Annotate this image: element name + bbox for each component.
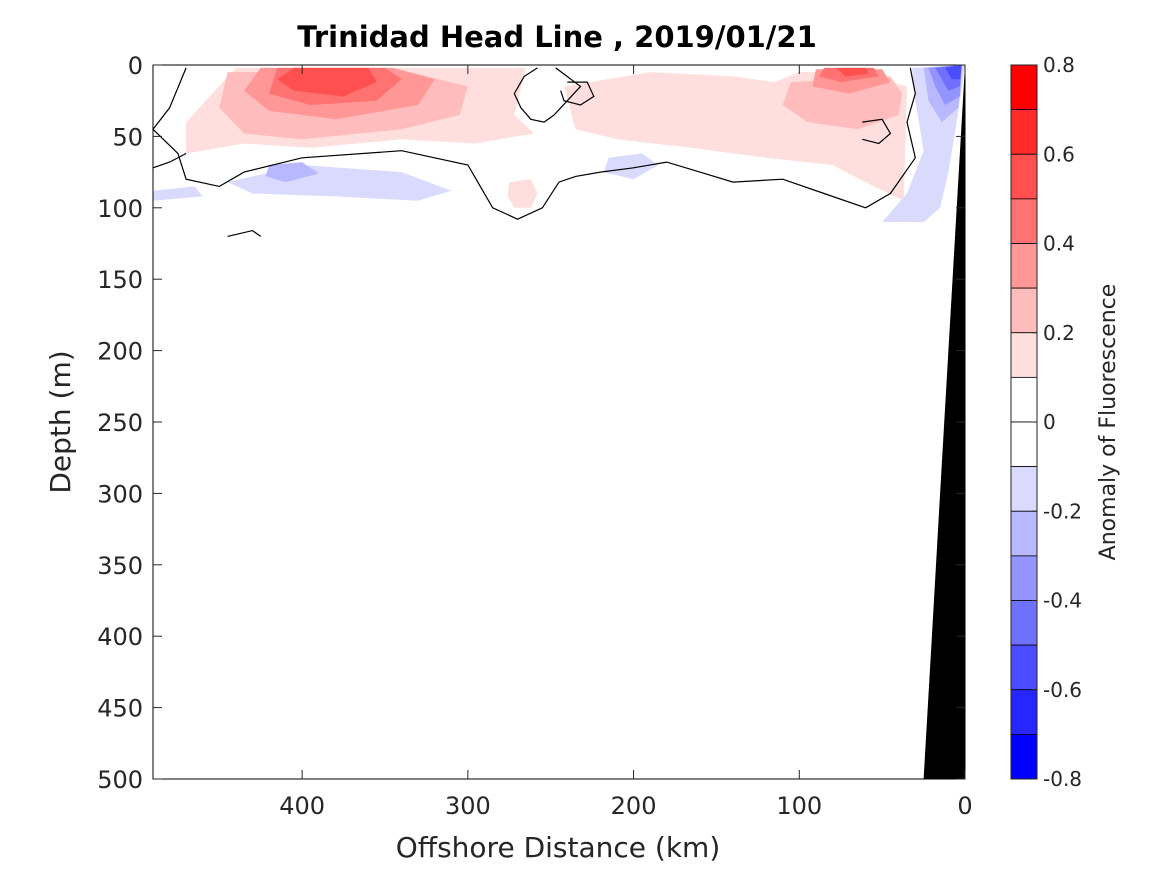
colorbar-tick-label: -0.8 — [1043, 767, 1082, 791]
zero-contour-west-stub — [152, 152, 187, 169]
y-tick-label: 500 — [97, 766, 143, 794]
chart-title: Trinidad Head Line , 2019/01/21 — [297, 20, 817, 54]
y-tick-label: 50 — [112, 123, 143, 151]
colorbar-level — [1010, 421, 1038, 468]
x-tick-label: 0 — [957, 792, 972, 820]
y-tick-label: 250 — [97, 409, 143, 437]
y-tick-label: 400 — [97, 623, 143, 651]
region-pos-0.5-east — [835, 67, 869, 77]
colorbar-label: Anomaly of Fluorescence — [1096, 284, 1121, 561]
colorbar-tick-label: 0.2 — [1043, 321, 1075, 345]
colorbar-tick-label: 0 — [1043, 410, 1056, 434]
zero-contour-east-ring — [862, 118, 892, 145]
colorbar-level — [1010, 376, 1038, 423]
zero-contours — [152, 67, 916, 237]
colorbar-tick-label: -0.2 — [1043, 499, 1082, 523]
y-tick-label: 350 — [97, 552, 143, 580]
seafloor — [923, 65, 965, 779]
colorbar-level — [1010, 243, 1038, 289]
region-pos-0.1-blob-a — [507, 179, 538, 208]
colorbar-level — [1010, 198, 1038, 244]
colorbar-tick-label: 0.4 — [1043, 232, 1075, 256]
y-tick-label: 150 — [97, 266, 143, 294]
colorbar-level — [1010, 689, 1038, 735]
region-neg-0.1-mid — [603, 153, 659, 180]
plot-area: 400 300 200 100 0 0 50 100 150 200 250 300 350 400 45… — [97, 52, 972, 820]
colorbar-level — [1010, 332, 1038, 378]
colorbar-level — [1010, 466, 1038, 512]
x-tick-label: 200 — [611, 792, 657, 820]
region-neg-0.2-west — [265, 162, 319, 183]
colorbar-ticks: 0.8 0.6 0.4 0.2 0 -0.2 -0.4 -0.6 -0.8 — [1032, 53, 1082, 791]
colorbar-level — [1010, 64, 1038, 111]
colorbar: 0.8 0.6 0.4 0.2 0 -0.2 -0.4 -0.6 -0.8 Anomaly of… — [1010, 53, 1121, 791]
y-tick-label: 300 — [97, 480, 143, 508]
colorbar-level — [1010, 510, 1038, 557]
region-pos-0.2-east — [782, 76, 902, 130]
zero-contour-deep — [227, 229, 262, 237]
colorbar-tick-label: -0.4 — [1043, 589, 1082, 613]
region-pos-0.5-main — [277, 67, 377, 97]
y-axis-ticks: 0 50 100 150 200 250 300 350 400 450 500 — [97, 52, 965, 794]
colorbar-level — [1010, 600, 1038, 646]
colorbar-level — [1010, 644, 1038, 691]
zero-contour-blob-b — [560, 81, 595, 106]
y-tick-label: 100 — [97, 195, 143, 223]
x-axis-label: Offshore Distance (km) — [396, 831, 721, 864]
y-tick-label: 200 — [97, 338, 143, 366]
colorbar-levels — [1010, 64, 1038, 780]
colorbar-level — [1010, 555, 1038, 601]
x-tick-label: 400 — [279, 792, 325, 820]
zero-contour-blob-a — [513, 67, 582, 123]
colorbar-level — [1010, 733, 1038, 780]
colorbar-level — [1010, 153, 1038, 200]
colorbar-level — [1010, 109, 1038, 155]
seafloor-mask — [923, 65, 965, 779]
colorbar-tick-label: 0.8 — [1043, 53, 1075, 77]
region-neg-0.5-coast — [945, 65, 962, 80]
x-tick-label: 300 — [445, 792, 491, 820]
region-neg-0.1-west-edge — [153, 186, 203, 201]
colorbar-tick-label: -0.6 — [1043, 678, 1082, 702]
anomaly-regions — [153, 65, 965, 223]
y-tick-label: 450 — [97, 695, 143, 723]
zero-contour-main — [152, 67, 916, 220]
x-tick-label: 100 — [776, 792, 822, 820]
x-axis-ticks: 400 300 200 100 0 — [279, 65, 973, 820]
y-tick-label: 0 — [128, 52, 143, 80]
colorbar-level — [1010, 287, 1038, 334]
colorbar-tick-label: 0.6 — [1043, 142, 1075, 166]
y-axis-label: Depth (m) — [44, 350, 77, 493]
